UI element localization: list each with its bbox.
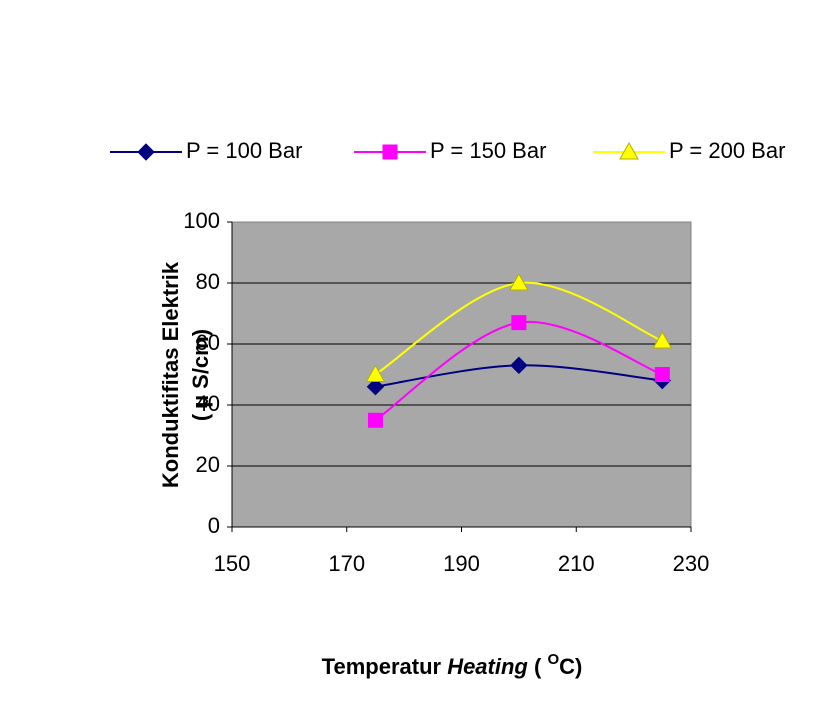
x-tick-label: 170	[328, 551, 365, 576]
marker	[366, 377, 385, 396]
marker	[510, 356, 528, 375]
y-tick-label: 40	[196, 391, 220, 416]
x-tick-label: 230	[673, 551, 710, 576]
legend-marker	[619, 141, 639, 160]
y-tick-label: 0	[208, 513, 220, 538]
x-tick-label: 190	[443, 551, 480, 576]
x-tick-label: 150	[214, 551, 251, 576]
marker	[365, 364, 386, 382]
y-tick-label: 80	[196, 269, 220, 294]
marker	[511, 315, 527, 331]
x-label-part: (	[528, 654, 548, 679]
y-label-line: Konduktifitas Elektrik	[158, 261, 183, 488]
marker	[654, 367, 670, 382]
x-label-part: C)	[559, 654, 582, 679]
marker	[509, 272, 529, 291]
x-tick-label: 210	[558, 551, 595, 576]
y-label-line: ( µ S/cm)	[188, 329, 213, 421]
legend-marker	[382, 144, 398, 160]
x-label-part: Temperatur	[322, 654, 448, 679]
y-tick-label: 100	[183, 208, 220, 233]
x-label-part: Heating	[447, 654, 528, 679]
legend-label: P = 100 Bar	[186, 138, 302, 163]
legend-label: P = 200 Bar	[669, 138, 785, 163]
marker	[652, 330, 673, 349]
legend-marker	[137, 143, 155, 161]
y-tick-label: 20	[196, 452, 220, 477]
y-tick-label: 60	[196, 330, 220, 355]
y-axis-title: Konduktifitas Elektrik ( µ S/cm)	[158, 261, 213, 488]
x-axis-title: Temperatur Heating ( OC)	[322, 651, 583, 679]
x-label-part: O	[547, 651, 559, 668]
marker	[367, 412, 383, 428]
legend-label: P = 150 Bar	[430, 138, 546, 163]
